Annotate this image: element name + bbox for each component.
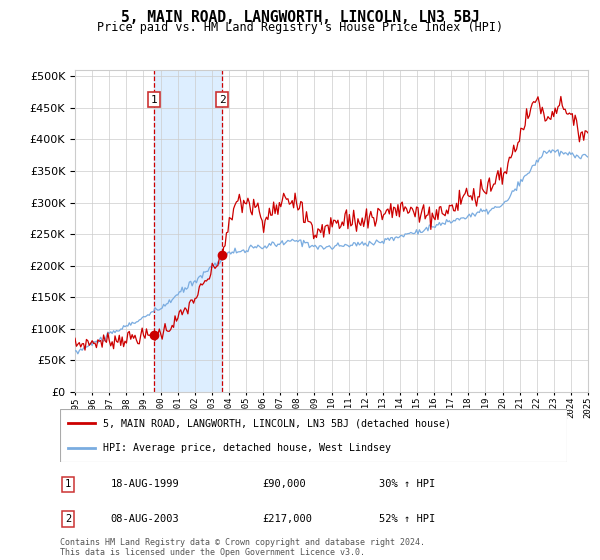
Text: 1: 1 [65, 479, 71, 489]
Text: 5, MAIN ROAD, LANGWORTH, LINCOLN, LN3 5BJ: 5, MAIN ROAD, LANGWORTH, LINCOLN, LN3 5B… [121, 10, 479, 25]
Text: Price paid vs. HM Land Registry's House Price Index (HPI): Price paid vs. HM Land Registry's House … [97, 21, 503, 34]
Text: 08-AUG-2003: 08-AUG-2003 [111, 514, 179, 524]
Text: 5, MAIN ROAD, LANGWORTH, LINCOLN, LN3 5BJ (detached house): 5, MAIN ROAD, LANGWORTH, LINCOLN, LN3 5B… [103, 418, 451, 428]
Text: £217,000: £217,000 [263, 514, 313, 524]
Text: 1: 1 [151, 95, 158, 105]
Text: Contains HM Land Registry data © Crown copyright and database right 2024.
This d: Contains HM Land Registry data © Crown c… [60, 538, 425, 557]
Text: 30% ↑ HPI: 30% ↑ HPI [379, 479, 436, 489]
Text: 52% ↑ HPI: 52% ↑ HPI [379, 514, 436, 524]
Text: £90,000: £90,000 [263, 479, 307, 489]
Text: 2: 2 [65, 514, 71, 524]
Bar [154, 70, 222, 392]
Text: HPI: Average price, detached house, West Lindsey: HPI: Average price, detached house, West… [103, 442, 391, 452]
Text: 2: 2 [218, 95, 226, 105]
Text: 18-AUG-1999: 18-AUG-1999 [111, 479, 179, 489]
